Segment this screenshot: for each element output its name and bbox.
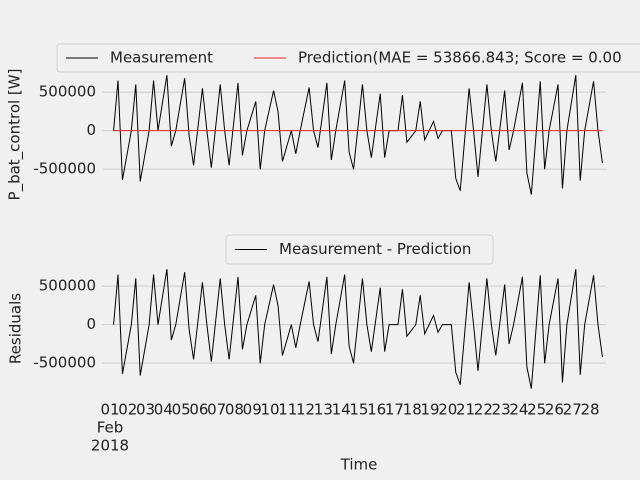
y-tick-label: -500000: [33, 354, 96, 372]
x-tick-label: 09: [243, 401, 262, 419]
x-tick-label: 21: [456, 401, 475, 419]
legend-label: Prediction(MAE = 53866.843; Score = 0.00: [298, 49, 622, 67]
x-tick-label: 24: [509, 401, 528, 419]
x-tick-label: 28: [580, 401, 599, 419]
x-tick-label: 25: [527, 401, 546, 419]
x-tick-label: 20: [438, 401, 457, 419]
x-tick-label: 11: [278, 401, 297, 419]
y-tick-label: 0: [86, 121, 96, 139]
legend-box: [56, 43, 640, 73]
x-offset-label: Feb: [97, 419, 124, 437]
x-tick-label: 06: [189, 401, 208, 419]
x-tick-label: 16: [367, 401, 386, 419]
x-offset-label: 2018: [91, 437, 129, 455]
y-tick-label: 500000: [39, 277, 96, 295]
x-tick-label: 13: [314, 401, 333, 419]
x-tick-label: 15: [349, 401, 368, 419]
x-tick-label: 05: [172, 401, 191, 419]
x-tick-label: 14: [332, 401, 351, 419]
x-tick-label: 22: [474, 401, 493, 419]
legend-label: Measurement: [110, 49, 213, 67]
series-line: [113, 75, 603, 195]
x-tick-label: 19: [420, 401, 439, 419]
x-tick-label: 01: [100, 401, 119, 419]
x-tick-label: 27: [563, 401, 582, 419]
x-tick-label: 23: [492, 401, 511, 419]
x-tick-label: 04: [154, 401, 173, 419]
y-tick-label: 0: [86, 315, 96, 333]
legend-box: [225, 234, 494, 265]
x-axis-label: Time: [340, 456, 378, 474]
y-tick-label: -500000: [33, 160, 96, 178]
x-tick-label: 17: [385, 401, 404, 419]
y-axis-label: Residuals: [7, 293, 25, 364]
y-tick-label: 500000: [39, 83, 96, 101]
x-tick-label: 03: [136, 401, 155, 419]
x-tick-label: 02: [118, 401, 137, 419]
x-tick-label: 07: [207, 401, 226, 419]
series-line: [113, 269, 603, 389]
x-tick-label: 26: [545, 401, 564, 419]
x-tick-label: 12: [296, 401, 315, 419]
y-axis-label: P_bat_control [W]: [6, 69, 25, 201]
x-tick-label: 08: [225, 401, 244, 419]
x-tick-label: 18: [403, 401, 422, 419]
x-tick-label: 10: [260, 401, 279, 419]
legend-label: Measurement - Prediction: [279, 240, 471, 258]
